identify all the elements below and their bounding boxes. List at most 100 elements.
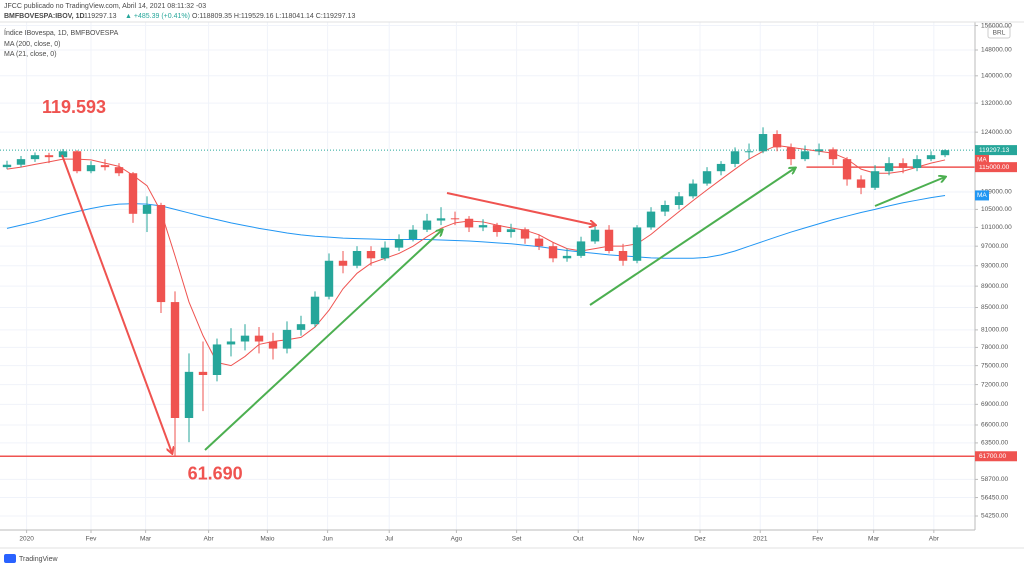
annotation: 61.690 [188,463,243,483]
x-tick-label: Fev [812,536,824,543]
candle-body [730,151,740,164]
candle-body [72,151,82,172]
candle-body [548,246,558,259]
x-tick-label: Abr [929,536,940,543]
currency-box [987,26,1011,39]
price-badge-label: 119297.13 [979,147,1010,154]
candle-body [310,296,320,325]
candle-body [156,204,166,303]
candle-body [702,171,712,184]
legend-title: Índice IBovespa, 1D, BMFBOVESPA [4,28,119,37]
candle-body [58,151,68,158]
candle-body [646,211,656,228]
candle-body [394,239,404,248]
published: JFCC publicado no TradingView.com, Abril… [4,3,206,10]
candle-body [422,220,432,230]
y-tick-label: 66000.00 [981,422,1008,429]
price-badge [975,451,1017,462]
legend-entry: MA (21, close, 0) [4,51,57,58]
candle-body [492,225,502,233]
candle-body [898,163,908,168]
candle-body [16,159,26,165]
candle-body [562,255,572,259]
arrow [874,177,945,207]
candle-body [786,147,796,160]
candle-body [940,150,950,156]
candle-body [366,250,376,259]
ma-badge-label: MA [977,157,987,164]
candle-body [436,218,446,221]
candle-body [632,227,642,261]
y-tick-label: 63500.00 [981,440,1008,447]
brand: TradingView [19,556,58,563]
x-tick-label: Mar [868,536,880,543]
currency: BRL [993,30,1006,37]
candle-body [2,164,12,168]
y-tick-label: 156000.00 [981,22,1012,29]
candle-body [478,225,488,228]
y-tick-label: 109000.00 [981,189,1012,196]
y-tick-label: 101000.00 [981,224,1012,231]
candle-body [814,149,824,152]
candle-body [688,183,698,197]
y-tick-label: 105000.00 [981,206,1012,213]
candle-body [282,329,292,349]
candle-body [926,155,936,160]
arrow [589,168,795,306]
y-tick-label: 97000.00 [981,243,1008,250]
plot [0,127,975,458]
candle-body [870,171,880,188]
candle-body [884,163,894,172]
candle-body [198,371,208,376]
ohlc: O:118809.35 H:119529.16 L:118041.14 C:11… [192,13,355,20]
y-tick-label: 75000.00 [981,362,1008,369]
arrow [446,192,595,225]
ma-badge-label: MA [977,192,987,199]
x-tick-label: Nov [633,536,645,543]
y-tick-label: 58700.00 [981,476,1008,483]
candle-body [520,229,530,239]
candle-body [408,229,418,240]
price-badge [975,162,1017,173]
legend-entry: MA (200, close, 0) [4,41,60,48]
ma-badge [975,190,989,201]
y-tick-label: 54250.00 [981,513,1008,520]
candle-body [618,250,628,261]
candle-body [324,260,334,297]
candle-body [576,241,586,256]
candle-body [744,151,754,153]
candle-body [674,196,684,205]
candle-body [338,260,348,266]
y-tick-label: 132000.00 [981,100,1012,107]
y-tick-label: 72000.00 [981,381,1008,388]
y-tick-label: 93000.00 [981,262,1008,269]
annotation: 119.593 [42,97,106,117]
x-tick-label: Fev [86,536,98,543]
x-tick-label: 2021 [753,536,768,543]
candle-body [254,335,264,342]
candle-body [506,229,516,233]
x-tick-label: 2020 [19,536,34,543]
candle-body [534,238,544,247]
price: 119297.13 [84,13,117,20]
candle-body [142,204,152,214]
x-tick-label: Mar [140,536,152,543]
y-tick-label: 85000.00 [981,304,1008,311]
candle-body [716,163,726,172]
candle-body [912,159,922,168]
candle-body [212,344,222,376]
y-tick-label: 56450.00 [981,494,1008,501]
y-tick-label: 69000.00 [981,401,1008,408]
candle-body [170,302,180,418]
candle-body [240,335,250,342]
candle-body [352,250,362,266]
candle-body [758,134,768,152]
candle-body [100,165,110,168]
x-tick-label: Ago [451,536,463,543]
candle-body [660,204,670,212]
candle-body [772,134,782,148]
candle-body [296,324,306,330]
y-tick-label: 140000.00 [981,73,1012,80]
